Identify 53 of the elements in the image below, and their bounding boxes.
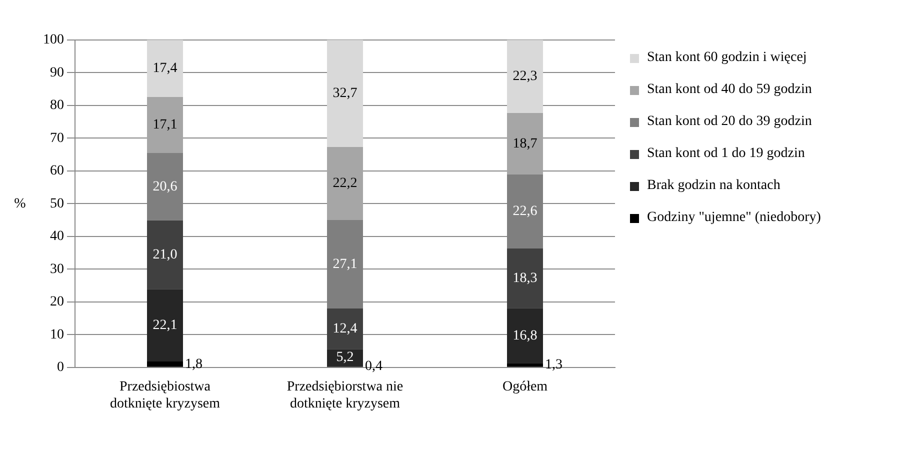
x-tick-label: Przedsiębiostwa dotknięte kryzysem xyxy=(110,379,220,412)
bar xyxy=(327,349,363,366)
data-label: 17,4 xyxy=(152,61,178,76)
legend-label: Stan kont 60 godzin i więcej xyxy=(647,50,807,66)
data-label: 12,4 xyxy=(332,321,358,336)
bar xyxy=(327,147,363,220)
data-label: 18,7 xyxy=(512,136,538,152)
bar xyxy=(507,308,543,364)
data-label: 27,1 xyxy=(332,256,358,272)
legend-label: Brak godzin na kontach xyxy=(647,178,780,194)
y-tick-label: 90 xyxy=(50,65,64,80)
legend-label: Stan kont od 40 do 59 godzin xyxy=(647,82,812,98)
bar xyxy=(147,289,183,362)
bar xyxy=(147,96,183,153)
bar xyxy=(507,113,543,174)
y-axis-title: % xyxy=(14,196,26,212)
y-tick-label: 100 xyxy=(43,32,64,48)
bar xyxy=(147,220,183,290)
x-tick-label: Przedsiębiorstwa nie dotknięte kryzysem xyxy=(286,379,404,412)
data-label: 32,7 xyxy=(332,86,358,102)
data-label: 0,4 xyxy=(365,359,382,374)
bar xyxy=(147,362,183,367)
y-tick-label: 10 xyxy=(50,327,64,342)
bar xyxy=(507,248,543,308)
bar xyxy=(507,363,543,367)
data-label: 22,2 xyxy=(332,176,358,192)
data-label: 1,8 xyxy=(185,356,202,372)
y-tick-label: 30 xyxy=(50,262,64,277)
data-label: 18,3 xyxy=(512,270,538,286)
y-tick-label: 20 xyxy=(50,294,64,310)
legend-label: Stan kont od 20 do 39 godzin xyxy=(647,114,812,130)
bar xyxy=(507,40,543,114)
bar xyxy=(327,40,363,148)
data-label: 20,6 xyxy=(152,179,178,194)
data-label: 1,3 xyxy=(545,358,562,373)
y-tick-label: 0 xyxy=(57,360,64,376)
y-tick-label: 40 xyxy=(50,229,64,244)
y-tick-label: 80 xyxy=(50,98,64,114)
data-label: 22,3 xyxy=(512,69,538,84)
data-label: 17,1 xyxy=(152,118,178,133)
legend-label: Stan kont od 1 do 19 godzin xyxy=(647,146,805,162)
bar xyxy=(327,308,363,350)
data-label: 22,1 xyxy=(152,318,178,333)
data-label: 22,6 xyxy=(512,204,538,219)
legend-label: Godziny "ujemne" (niedobory) xyxy=(647,210,821,226)
x-tick-label: Ogółem xyxy=(502,379,548,394)
data-label: 5,2 xyxy=(336,350,354,366)
data-label: 16,8 xyxy=(512,328,538,344)
data-label: 21,0 xyxy=(152,247,178,262)
y-tick-label: 70 xyxy=(50,130,64,146)
y-tick-label: 60 xyxy=(50,164,64,179)
y-tick-label: 50 xyxy=(50,196,64,212)
bar xyxy=(147,40,183,97)
